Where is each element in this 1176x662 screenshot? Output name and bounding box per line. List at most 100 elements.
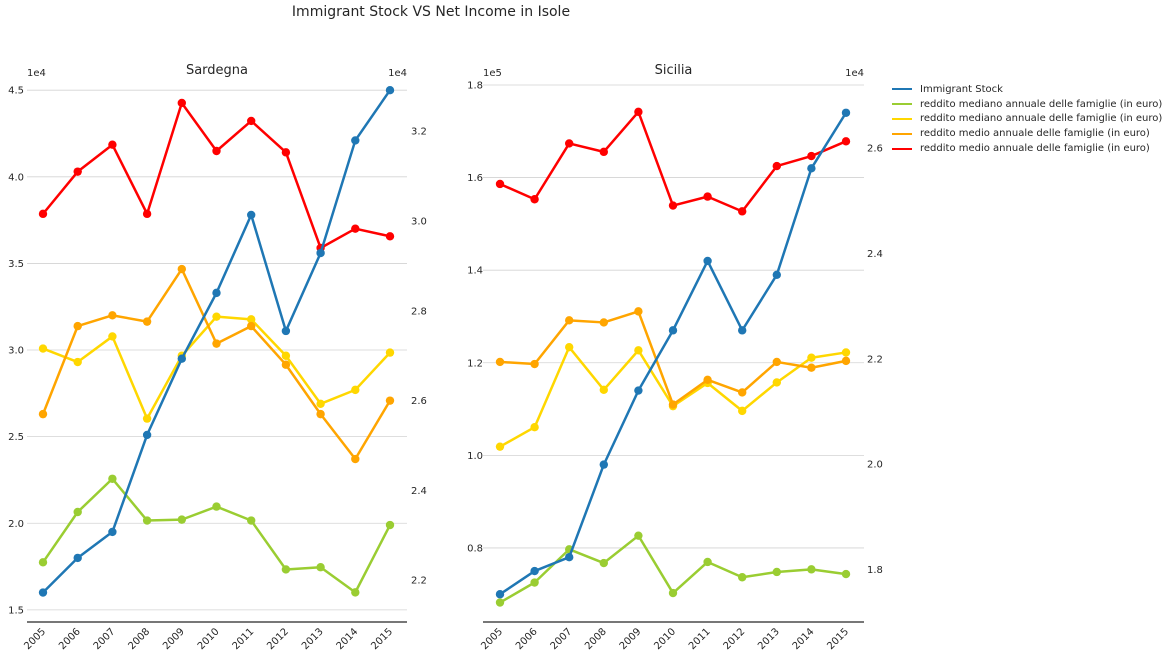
data-point xyxy=(351,454,360,464)
legend-label: Immigrant Stock xyxy=(920,83,1003,95)
series-line xyxy=(42,315,391,420)
x-tick-label: 2011 xyxy=(231,626,257,652)
data-point xyxy=(351,588,360,597)
legend-label: reddito mediano annuale delle famiglie (… xyxy=(920,98,1163,110)
left-tick-label: 2.5 xyxy=(8,432,24,443)
x-tick-label: 2009 xyxy=(618,626,644,652)
data-point xyxy=(807,565,816,574)
data-point xyxy=(530,578,539,587)
subplot-title: Sardegna xyxy=(186,63,248,78)
data-point xyxy=(385,232,395,241)
x-tick-label: 2008 xyxy=(583,626,609,652)
right-tick-label: 3.2 xyxy=(411,127,427,138)
series-line xyxy=(499,112,848,596)
legend-item: Immigrant Stock xyxy=(892,82,1162,97)
x-tick-label: 2012 xyxy=(722,626,748,652)
data-point xyxy=(841,108,851,117)
x-tick-label: 2009 xyxy=(161,626,187,652)
left-tick-label: 0.8 xyxy=(467,543,483,554)
data-point xyxy=(841,569,851,579)
data-point xyxy=(634,107,643,117)
subplot-sicilia: Sicilia0.81.01.21.41.61.81e51.82.02.22.4… xyxy=(467,63,883,652)
data-point xyxy=(281,351,291,360)
data-point xyxy=(599,460,608,469)
left-tick-label: 3.0 xyxy=(8,346,24,357)
data-point xyxy=(495,590,505,599)
legend-label: reddito mediano annuale delle famiglie (… xyxy=(920,113,1163,125)
data-point xyxy=(108,332,117,341)
data-point xyxy=(634,531,643,540)
data-point xyxy=(142,209,152,219)
data-point xyxy=(841,348,851,357)
data-point xyxy=(281,148,291,157)
x-tick-label: 2015 xyxy=(825,626,851,652)
data-point xyxy=(772,378,781,387)
data-point xyxy=(385,348,395,357)
left-tick-label: 1.2 xyxy=(467,358,483,369)
legend-swatch xyxy=(892,103,912,106)
left-tick-label: 1.6 xyxy=(467,173,483,184)
data-point xyxy=(599,318,608,327)
subplot-sardegna: Sardegna1.52.02.53.03.54.04.51e42.22.42.… xyxy=(8,63,427,652)
data-point xyxy=(565,552,574,562)
data-point xyxy=(212,502,221,511)
data-point xyxy=(385,520,395,530)
right-axis-offset-label: 1e4 xyxy=(388,68,407,79)
legend: Immigrant Stock reddito mediano annuale d… xyxy=(892,82,1162,156)
data-point xyxy=(177,264,186,274)
data-point xyxy=(281,326,291,336)
data-point xyxy=(772,357,781,367)
data-point xyxy=(177,98,186,108)
data-point xyxy=(212,146,221,156)
data-point xyxy=(738,573,747,582)
data-point xyxy=(142,414,152,423)
data-point xyxy=(668,326,678,335)
data-point xyxy=(565,316,574,325)
data-point xyxy=(73,321,82,331)
data-point xyxy=(73,357,82,367)
right-tick-label: 2.4 xyxy=(411,486,427,497)
series-line xyxy=(499,345,847,448)
data-point xyxy=(247,315,256,324)
right-tick-label: 2.6 xyxy=(411,396,427,407)
data-point xyxy=(634,346,643,355)
data-point xyxy=(73,553,82,563)
data-point xyxy=(599,385,608,395)
data-point xyxy=(38,409,48,419)
subplot-title: Sicilia xyxy=(655,63,693,78)
data-point xyxy=(530,566,539,576)
series-line xyxy=(41,267,392,461)
data-point xyxy=(177,515,186,524)
figure-title: Immigrant Stock VS Net Income in Isole xyxy=(291,4,571,20)
data-point xyxy=(212,339,221,348)
right-tick-label: 3.0 xyxy=(411,217,427,228)
data-point xyxy=(108,311,117,320)
right-tick-label: 2.6 xyxy=(867,144,883,155)
data-point xyxy=(38,558,48,567)
x-tick-label: 2007 xyxy=(92,626,118,652)
data-point xyxy=(807,363,816,372)
x-tick-label: 2015 xyxy=(369,626,395,652)
left-tick-label: 3.5 xyxy=(8,259,24,270)
data-point xyxy=(495,598,505,607)
data-point xyxy=(73,507,82,517)
data-point xyxy=(316,409,325,419)
x-tick-label: 2005 xyxy=(22,626,48,652)
data-point xyxy=(212,312,221,321)
data-point xyxy=(316,563,325,572)
data-point xyxy=(807,353,816,362)
x-tick-label: 2014 xyxy=(335,626,361,652)
x-tick-label: 2006 xyxy=(57,626,83,652)
data-point xyxy=(772,270,781,280)
data-point xyxy=(281,360,291,369)
legend-swatch xyxy=(892,88,912,91)
right-tick-label: 2.2 xyxy=(867,354,883,365)
data-point xyxy=(703,375,712,385)
data-point xyxy=(247,210,256,220)
data-point xyxy=(634,307,643,316)
series-line xyxy=(41,477,392,594)
left-tick-label: 4.0 xyxy=(8,172,24,183)
left-axis-offset-label: 1e5 xyxy=(483,68,502,79)
data-point xyxy=(668,201,678,210)
